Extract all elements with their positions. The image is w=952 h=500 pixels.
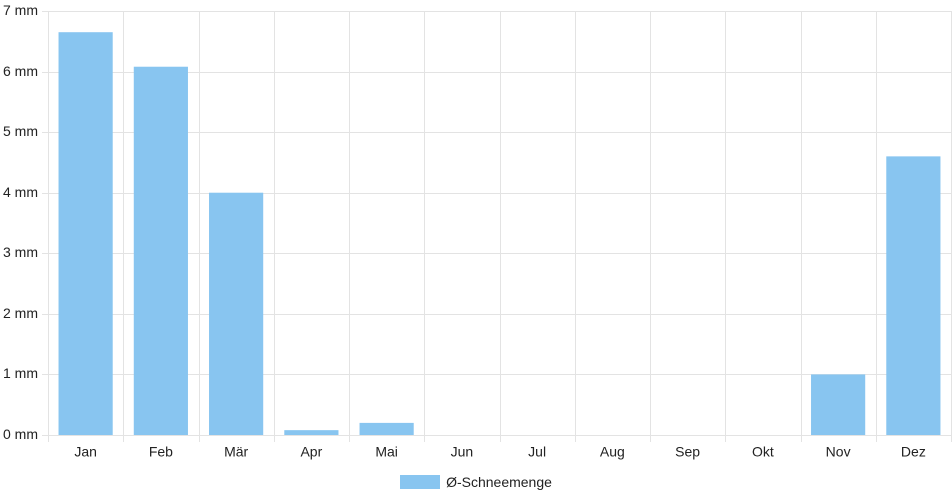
legend-item[interactable]: Ø-Schneemenge bbox=[400, 474, 552, 490]
x-tick-label: Mär bbox=[224, 444, 248, 460]
x-tick-label: Nov bbox=[826, 444, 851, 460]
legend: Ø-Schneemenge bbox=[0, 472, 952, 492]
y-tick-label: 2 mm bbox=[3, 305, 38, 321]
x-tick-label: Jan bbox=[74, 444, 97, 460]
y-tick-label: 0 mm bbox=[3, 426, 38, 442]
y-tick-label: 5 mm bbox=[3, 123, 38, 139]
legend-label: Ø-Schneemenge bbox=[446, 474, 552, 490]
legend-swatch bbox=[400, 475, 441, 489]
x-tick-label: Jul bbox=[528, 444, 546, 460]
y-tick-label: 6 mm bbox=[3, 63, 38, 79]
x-tick-label: Apr bbox=[300, 444, 322, 460]
y-tick-label: 7 mm bbox=[3, 2, 38, 18]
x-tick-label: Jun bbox=[451, 444, 474, 460]
bar-series bbox=[58, 32, 941, 435]
bar-feb[interactable] bbox=[133, 66, 188, 435]
bar-mär[interactable] bbox=[209, 192, 264, 435]
bar-nov[interactable] bbox=[811, 374, 866, 435]
x-tick-label: Dez bbox=[901, 444, 926, 460]
x-tick-label: Feb bbox=[149, 444, 173, 460]
bar-jan[interactable] bbox=[58, 32, 113, 435]
grid-lines bbox=[42, 11, 952, 442]
bar-dez[interactable] bbox=[886, 156, 941, 435]
y-axis-ticks: 0 mm 1 mm 2 mm 3 mm 4 mm 5 mm 6 mm 7 mm bbox=[3, 2, 38, 442]
x-axis-ticks: Jan Feb Mär Apr Mai Jun Jul Aug Sep Okt Nov Dez bbox=[74, 444, 925, 460]
x-tick-label: Aug bbox=[600, 444, 625, 460]
x-tick-label: Mai bbox=[375, 444, 398, 460]
x-tick-label: Okt bbox=[752, 444, 774, 460]
y-tick-label: 1 mm bbox=[3, 365, 38, 381]
bar-apr[interactable] bbox=[284, 430, 339, 435]
x-tick-label: Sep bbox=[675, 444, 700, 460]
y-tick-label: 3 mm bbox=[3, 244, 38, 260]
y-tick-label: 4 mm bbox=[3, 184, 38, 200]
bar-mai[interactable] bbox=[359, 422, 414, 435]
